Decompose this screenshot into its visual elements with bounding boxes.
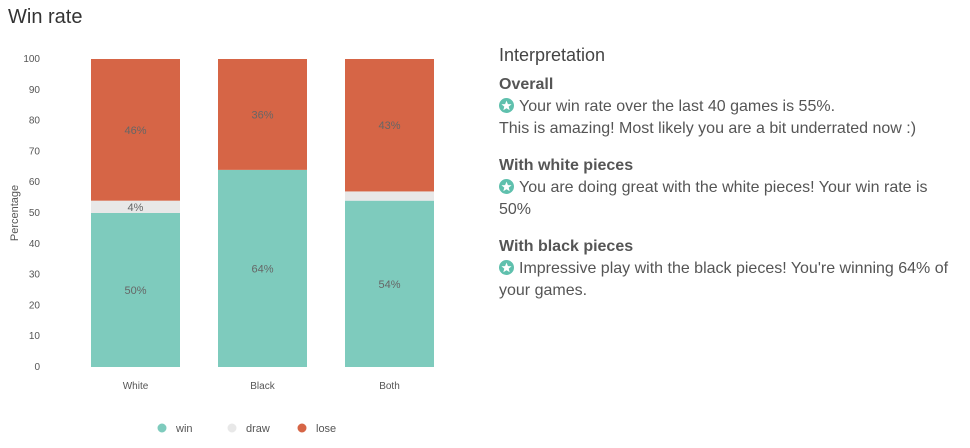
section-title-black: With black pieces	[499, 238, 634, 255]
section-title-overall: Overall	[499, 76, 554, 93]
page-title: Win rate	[8, 6, 83, 28]
x-tick-label: Both	[379, 381, 400, 392]
overall-line-2: This is amazing! Most likely you are a b…	[499, 120, 917, 137]
win-rate-chart: 0 10 20 30 40 50 60 70 80 90 100 Percentage 50% 4% 46%…	[9, 54, 434, 435]
y-tick-label: 20	[29, 300, 41, 311]
legend-marker-draw	[226, 422, 238, 434]
bar-win	[218, 169, 307, 367]
y-tick-label: 30	[29, 270, 41, 281]
y-tick-label: 10	[29, 331, 41, 342]
overall-line-1: Your win rate over the last 40 games is …	[519, 98, 836, 115]
y-tick-label: 50	[29, 208, 41, 219]
data-label-lose: 43%	[378, 120, 400, 132]
white-pieces-section: With white pieces You are doing great wi…	[499, 155, 964, 221]
white-text: You are doing great with the white piece…	[499, 177, 964, 221]
black-line-1: Impressive play with the black pieces! Y…	[499, 260, 949, 299]
interpretation-panel: Interpretation Overall Your win rate ove…	[499, 44, 964, 317]
overall-section: Overall Your win rate over the last 40 g…	[499, 74, 964, 140]
y-tick-label: 90	[29, 85, 41, 96]
y-tick-label: 0	[34, 362, 40, 373]
legend-label-lose: lose	[316, 423, 336, 435]
data-label-win: 54%	[378, 279, 400, 291]
data-label-draw: 4%	[128, 202, 144, 214]
bar-win	[91, 213, 180, 367]
interpretation-heading: Interpretation	[499, 45, 606, 65]
data-label-lose: 36%	[251, 109, 273, 121]
y-tick-label: 40	[29, 239, 41, 250]
y-tick-label: 100	[23, 54, 40, 65]
x-tick-label: White	[123, 381, 149, 392]
overall-text: Your win rate over the last 40 games is …	[499, 96, 964, 140]
y-axis-label: Percentage	[9, 185, 21, 241]
y-tick-label: 80	[29, 116, 41, 127]
bar-draw	[345, 191, 434, 201]
star-icon	[499, 179, 514, 194]
white-line-1: You are doing great with the white piece…	[499, 179, 928, 218]
data-label-win: 50%	[124, 285, 146, 297]
legend-label-win: win	[175, 423, 193, 435]
bar-lose	[218, 59, 307, 170]
bar-lose	[91, 59, 180, 201]
y-tick-label: 70	[29, 146, 41, 157]
legend-marker-win	[156, 422, 168, 434]
legend-label-draw: draw	[246, 423, 270, 435]
black-pieces-section: With black pieces Impressive play with t…	[499, 236, 964, 302]
section-title-white: With white pieces	[499, 157, 634, 174]
legend-marker-lose	[296, 422, 308, 434]
data-label-win: 64%	[251, 263, 273, 275]
star-icon	[499, 260, 514, 275]
y-tick-label: 60	[29, 177, 41, 188]
data-label-lose: 46%	[124, 125, 146, 137]
black-text: Impressive play with the black pieces! Y…	[499, 258, 964, 302]
x-tick-label: Black	[250, 381, 275, 392]
bar-win	[345, 200, 434, 367]
bar-draw	[91, 200, 180, 213]
star-icon	[499, 98, 514, 113]
bar-lose	[345, 59, 434, 192]
